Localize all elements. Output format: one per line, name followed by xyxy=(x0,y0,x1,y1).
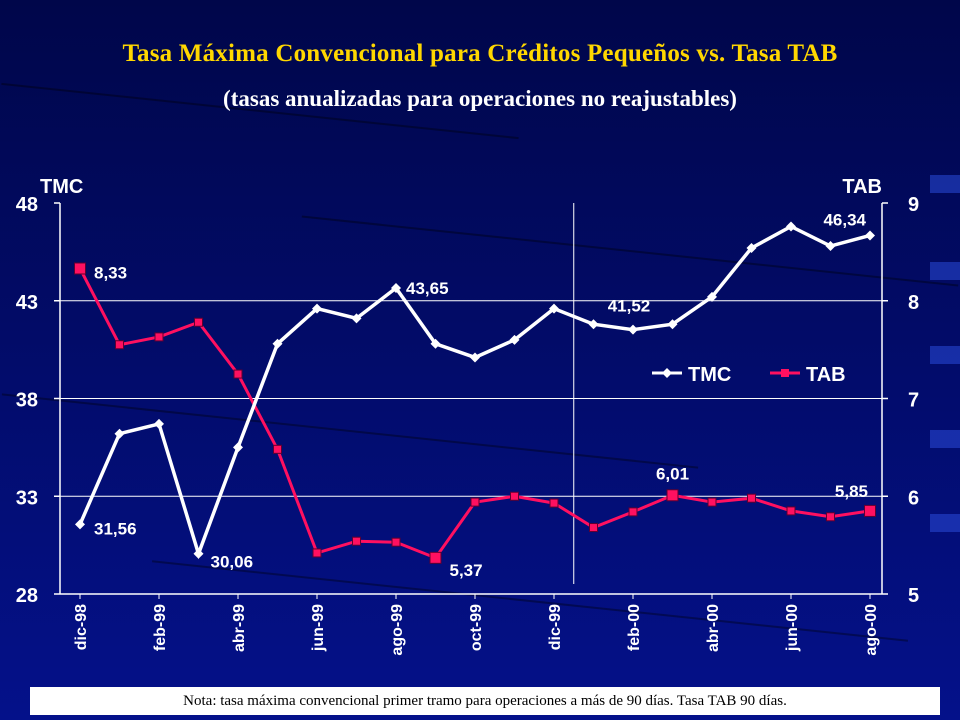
tab-point xyxy=(549,498,559,508)
tmc-point xyxy=(549,303,559,314)
x-tick-label: dic-98 xyxy=(73,604,90,650)
tab-point xyxy=(628,507,638,517)
data-label: 8,33 xyxy=(94,263,127,282)
footnote: Nota: tasa máxima convencional primer tr… xyxy=(30,687,940,715)
tab-point xyxy=(233,369,243,379)
x-tick-label: jun-99 xyxy=(310,604,327,652)
data-label: 5,85 xyxy=(835,482,868,501)
tab-point xyxy=(154,332,164,342)
data-label: 31,56 xyxy=(94,519,137,538)
tmc-point xyxy=(746,242,757,253)
tmc-point xyxy=(391,283,401,294)
y-right-axis-label: TAB xyxy=(842,176,882,198)
y-right-tick-label: 9 xyxy=(908,194,919,216)
chart-legend: TMC TAB xyxy=(652,364,846,386)
legend-tmc-marker xyxy=(662,368,672,378)
y-left-tick-label: 38 xyxy=(16,390,38,412)
y-left-axis-label: TMC xyxy=(40,176,83,198)
tmc-point xyxy=(154,418,164,429)
chart-subtitle: (tasas anualizadas para operaciones no r… xyxy=(223,86,737,111)
y-right-tick-label: 5 xyxy=(908,585,919,607)
y-right-tick-label: 8 xyxy=(908,292,919,314)
data-label: 41,52 xyxy=(608,297,651,316)
tab-point xyxy=(352,536,361,546)
data-label: 30,06 xyxy=(211,553,254,572)
tab-point xyxy=(826,512,835,522)
tmc-point xyxy=(786,221,796,232)
y-left-tick-label: 33 xyxy=(16,487,38,509)
decorative-stripe xyxy=(930,430,960,448)
tab-series-line xyxy=(78,267,871,560)
y-left-tick-label: 28 xyxy=(16,585,38,607)
tab-point xyxy=(273,444,282,454)
x-tick-label: ago-99 xyxy=(389,604,406,656)
tab-point xyxy=(510,491,519,501)
chart-title: Tasa Máxima Convencional para Créditos P… xyxy=(122,40,838,67)
tmc-point xyxy=(114,428,125,439)
grid-layer xyxy=(60,203,882,584)
tab-point xyxy=(786,506,796,516)
tmc-point xyxy=(707,291,717,302)
tmc-point xyxy=(351,313,362,324)
tmc-point xyxy=(628,324,638,335)
tmc-point xyxy=(509,334,520,345)
tab-point xyxy=(429,551,442,564)
tmc-point xyxy=(865,230,875,241)
y-right-tick-label: 6 xyxy=(908,487,919,509)
tmc-point xyxy=(667,319,678,330)
tmc-point xyxy=(193,548,204,559)
tab-point xyxy=(666,489,679,502)
decorative-stripe xyxy=(930,514,960,532)
legend-tmc-label: TMC xyxy=(688,364,731,386)
x-tick-label: feb-99 xyxy=(152,604,169,651)
tab-point xyxy=(470,497,480,507)
legend-tab-label: TAB xyxy=(806,364,846,386)
data-label: 43,65 xyxy=(406,279,449,298)
tab-point xyxy=(391,537,401,547)
tab-point xyxy=(312,548,322,558)
tmc-point xyxy=(588,319,599,330)
tmc-point xyxy=(312,303,322,314)
axes-layer: 48 43 38 33 28 9 8 7 6 5 TMC TAB dic-98 feb-99 abr-99 j… xyxy=(16,176,919,656)
x-tick-label: abr-00 xyxy=(705,604,722,652)
tab-point xyxy=(74,262,86,275)
tab-point xyxy=(747,493,756,503)
decorative-stripe xyxy=(930,175,960,193)
tmc-point xyxy=(233,442,243,453)
tmc-point xyxy=(430,338,441,349)
data-label: 5,37 xyxy=(450,561,483,580)
x-tick-label: oct-99 xyxy=(468,604,485,651)
tab-point xyxy=(864,504,876,517)
x-tick-label: jun-00 xyxy=(784,604,801,652)
tmc-point xyxy=(272,338,283,349)
x-tick-label: abr-99 xyxy=(231,604,248,652)
decorative-stripe xyxy=(930,346,960,364)
decorative-stripe xyxy=(930,262,960,280)
legend-tab-marker xyxy=(781,369,789,377)
tmc-point xyxy=(470,352,480,363)
labels-layer: 31,56 30,06 43,65 41,52 46,34 8,33 5,37 6,01 5,8… xyxy=(94,210,868,579)
x-tick-label: feb-00 xyxy=(626,604,643,651)
data-label: 46,34 xyxy=(823,210,866,229)
tab-point xyxy=(194,317,203,327)
tab-point xyxy=(707,497,717,507)
y-left-tick-label: 48 xyxy=(16,194,38,216)
tmc-point xyxy=(75,519,85,530)
y-left-tick-label: 43 xyxy=(16,292,38,314)
tab-point xyxy=(589,523,598,533)
tab-point xyxy=(115,340,124,350)
x-tick-label: dic-99 xyxy=(547,604,564,650)
series-layer xyxy=(74,221,876,564)
data-label: 6,01 xyxy=(656,464,689,483)
tmc-point xyxy=(825,241,836,252)
y-right-tick-label: 7 xyxy=(908,390,919,412)
x-tick-label: ago-00 xyxy=(863,604,880,656)
